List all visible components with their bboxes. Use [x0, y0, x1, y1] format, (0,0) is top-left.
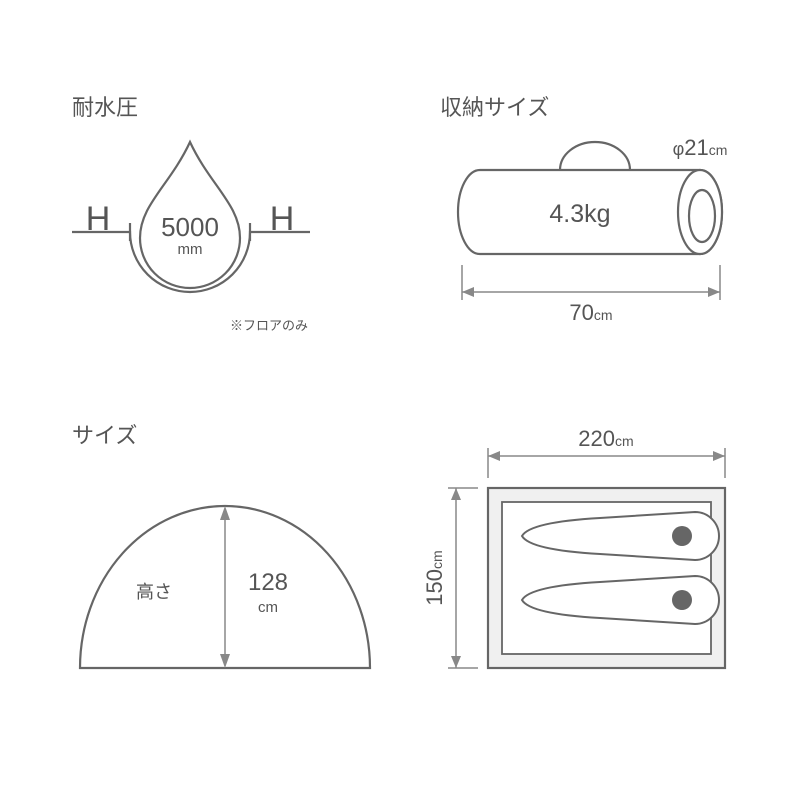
storage-length: 70cm	[569, 300, 612, 325]
footprint-diagram: 220cm 150cm	[422, 426, 725, 668]
storage-diagram: 4.3kg φ21cm 70cm	[458, 135, 727, 325]
footprint-width: 220cm	[578, 426, 633, 451]
dome-height-value: 128	[248, 569, 288, 596]
footprint-width-dim	[488, 448, 725, 478]
footprint-depth: 150cm	[422, 550, 447, 605]
waterproof-value: 5000	[161, 212, 219, 242]
footprint-depth-dim	[448, 488, 478, 668]
h-right: H	[270, 200, 295, 238]
storage-weight: 4.3kg	[549, 200, 610, 228]
waterproof-unit: mm	[178, 241, 203, 258]
dome-diagram: 高さ 128 cm	[80, 506, 370, 668]
storage-diameter: φ21cm	[673, 135, 728, 160]
waterproof-note: ※フロアのみ	[230, 318, 308, 333]
dome-height-label: 高さ	[136, 582, 172, 602]
storage-length-dim	[462, 265, 720, 300]
h-left: H	[86, 200, 111, 238]
diagram-canvas: H H 5000 mm ※フロアのみ 4.3kg φ21cm	[0, 0, 800, 800]
dome-height-unit: cm	[258, 599, 278, 616]
waterproof-diagram: H H 5000 mm ※フロアのみ	[72, 142, 310, 333]
